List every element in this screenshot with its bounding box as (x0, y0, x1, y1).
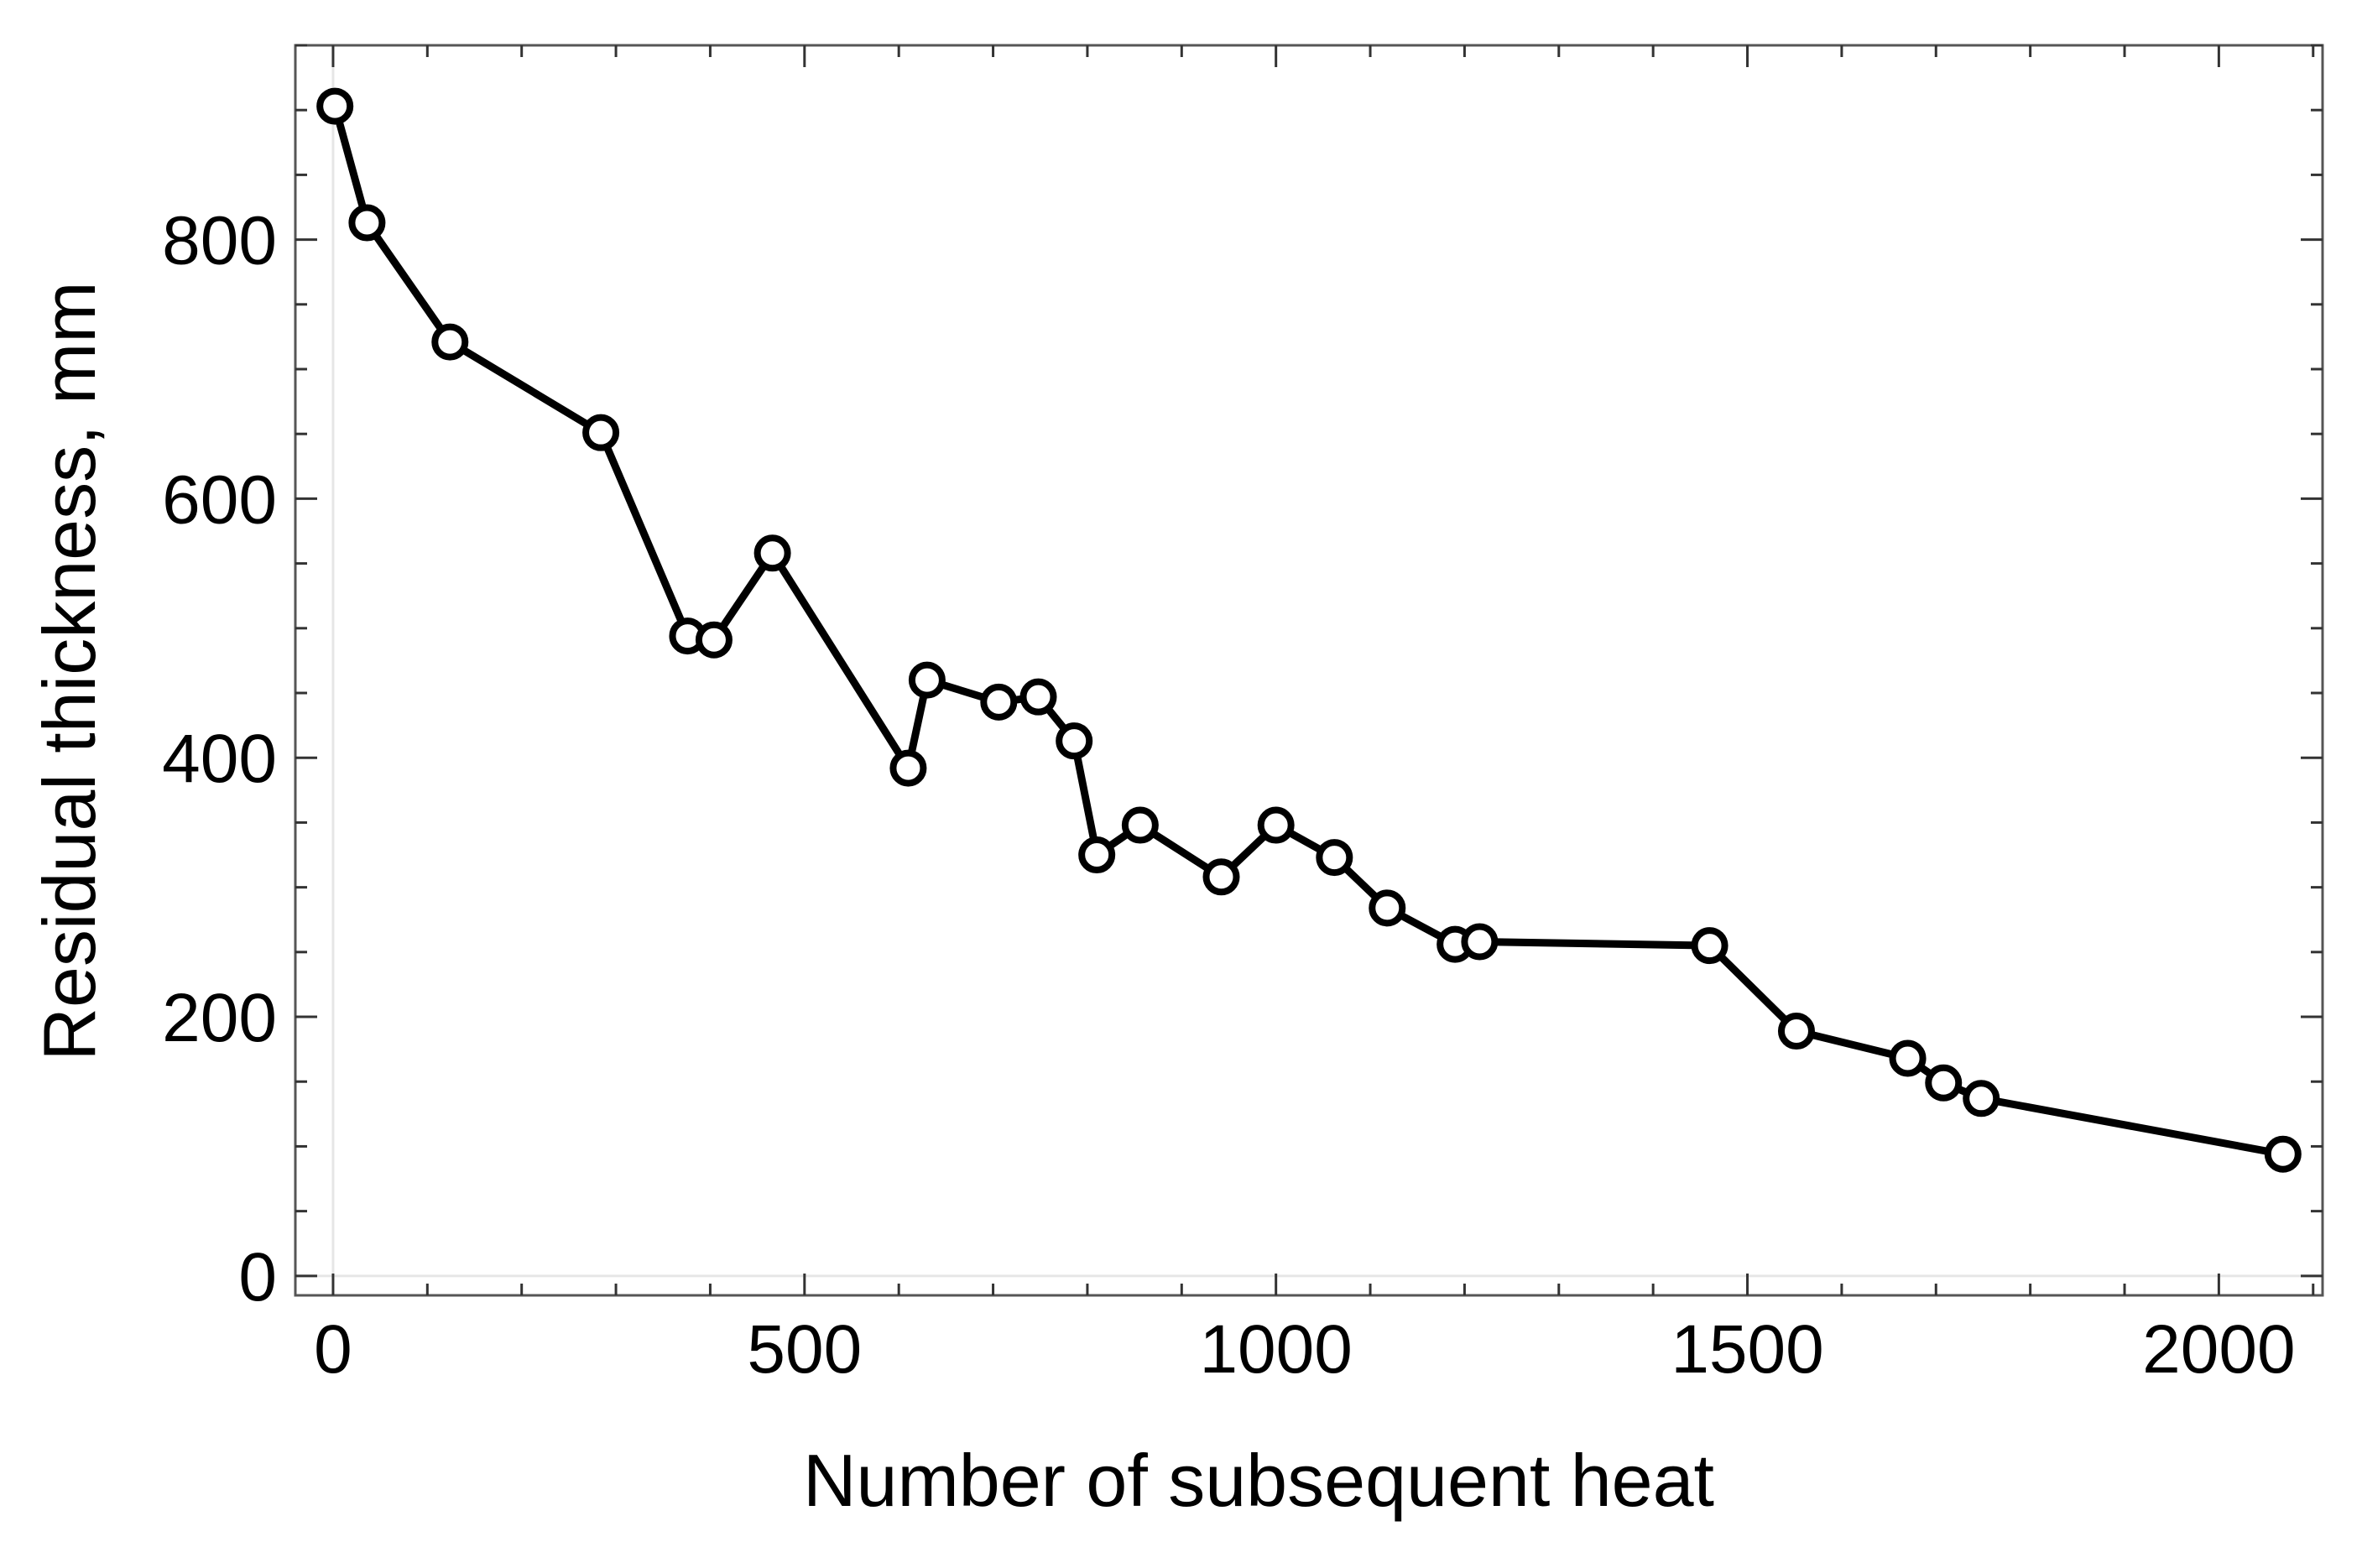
data-point-marker (1889, 1039, 1927, 1077)
y-tick-label: 600 (162, 461, 277, 538)
x-tick-label: 2000 (2142, 1311, 2295, 1388)
y-tick-label: 0 (238, 1239, 277, 1315)
data-point-marker (316, 87, 354, 125)
y-tick-labels: 0 200 400 600 800 (162, 203, 277, 1315)
data-point-marker (1078, 836, 1116, 874)
plot-frame-rect (294, 44, 2324, 1297)
data-point-marker (889, 749, 927, 787)
data-point-marker (2264, 1135, 2302, 1173)
y-tick-label: 400 (162, 721, 277, 797)
x-tick-label: 1000 (1199, 1311, 1352, 1388)
data-point-marker (1019, 678, 1057, 716)
data-series (316, 87, 2302, 1173)
data-point-marker (431, 323, 469, 361)
x-tick-labels: 0 500 1000 1500 2000 (314, 1311, 2295, 1388)
y-axis-title: Residual thickness, mm (28, 281, 111, 1060)
data-point-marker (1963, 1080, 2000, 1117)
x-tick-label: 1500 (1671, 1311, 1823, 1388)
data-point-marker (908, 661, 946, 699)
data-point-marker (1777, 1013, 1815, 1050)
data-point-marker (1461, 923, 1499, 961)
data-point-marker (1056, 722, 1093, 760)
data-point-marker (753, 534, 791, 572)
series-line (331, 102, 2287, 1159)
data-point-marker (695, 621, 733, 659)
axis-ticks (295, 44, 2323, 1295)
data-point-marker (1202, 858, 1240, 896)
x-axis-title: Number of subsequent heat (803, 1439, 1714, 1522)
x-tick-label: 500 (747, 1311, 862, 1388)
data-point-marker (1369, 889, 1406, 927)
data-point-marker (582, 414, 620, 451)
data-point-marker (1257, 806, 1295, 844)
plot-frame (294, 44, 2324, 1297)
data-point-marker (348, 204, 386, 242)
data-point-marker (1121, 806, 1159, 844)
data-point-marker (1316, 839, 1353, 877)
y-tick-label: 200 (162, 980, 277, 1056)
zero-lines (295, 45, 2323, 1295)
y-tick-label: 800 (162, 203, 277, 279)
data-point-marker (980, 683, 1018, 721)
data-point-marker (1691, 927, 1728, 965)
data-point-marker (1925, 1064, 1963, 1102)
x-tick-label: 0 (314, 1311, 352, 1388)
